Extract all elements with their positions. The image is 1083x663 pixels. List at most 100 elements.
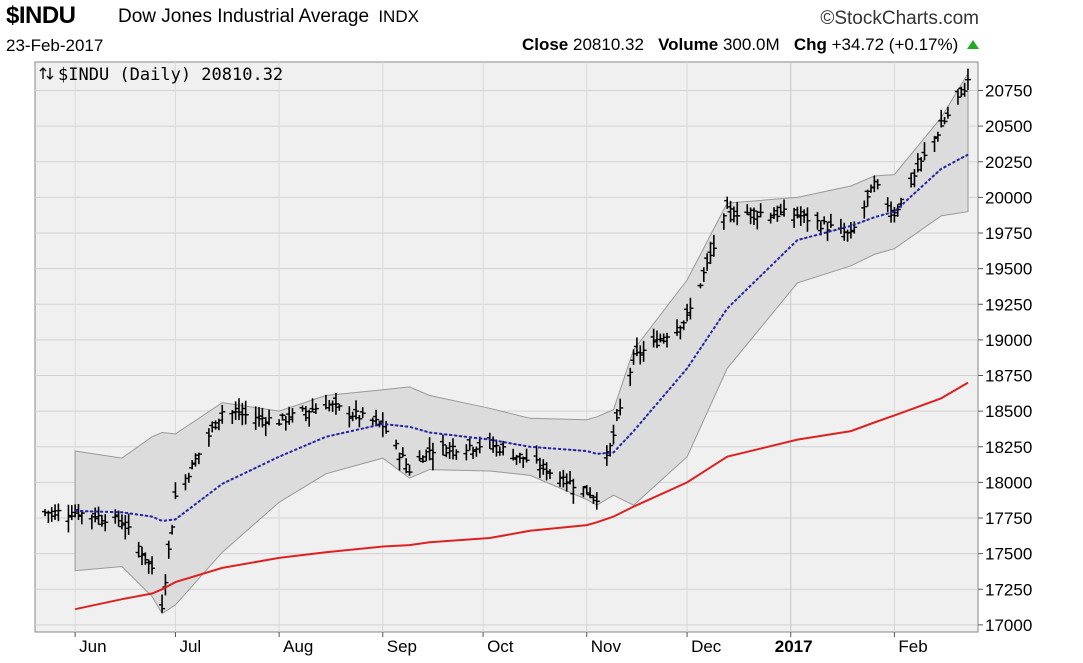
price-bar [189,460,196,470]
y-tick-label: 18750 [985,367,1032,386]
price-bar [774,205,781,222]
price-bar [419,455,426,463]
price-bar [543,462,550,481]
price-bar [490,436,497,453]
price-bar [687,297,694,320]
index-full-name: Dow Jones Industrial Average [118,6,370,27]
price-bar [680,320,687,331]
symbol: $INDU [6,2,76,29]
up-triangle-icon [967,40,979,49]
price-bar [911,168,918,188]
x-tick-label: Feb [898,637,927,656]
x-tick-label: Jun [79,637,106,656]
price-bar [135,541,142,558]
price-bar [449,438,456,460]
price-bar [169,524,176,535]
price-bar [590,494,597,504]
price-bar [92,507,99,523]
price-bar [520,456,527,468]
chg-label: Chg [793,35,827,54]
price-bar [259,407,266,428]
price-bar [289,408,296,423]
price-bar [493,439,500,457]
price-bar [139,546,146,566]
price-bar [610,424,617,445]
price-bar [429,442,436,471]
price-bar [580,486,587,498]
price-bar [209,421,216,433]
x-tick-label: Nov [591,637,622,656]
y-tick-label: 20250 [985,153,1032,172]
price-bar [229,409,236,425]
price-bar [851,221,858,234]
price-bar [98,514,105,527]
price-bar [767,212,774,224]
price-bar [938,109,945,128]
price-bar [262,417,269,437]
price-bar [396,452,403,471]
x-tick-label: Oct [487,637,514,656]
price-bar [697,283,704,289]
price-bar [145,559,152,574]
brand-watermark: ©StockCharts.com [820,8,979,29]
price-bar [754,210,761,230]
price-bar [650,328,657,348]
close-label: Close [521,35,569,54]
price-bar [914,153,921,173]
price-bar [356,414,363,428]
price-bar [630,349,637,365]
price-bar [276,419,283,426]
price-bar [660,333,667,344]
y-tick-label: 18500 [985,402,1032,421]
price-bar [373,409,380,427]
price-bar [771,207,778,219]
price-bar [149,556,156,575]
price-bar [921,141,928,161]
price-bar [306,409,313,427]
price-bar [664,332,671,348]
y-tick-label: 19250 [985,295,1032,314]
price-bar [821,216,828,225]
price-bar [219,404,226,424]
price-bar [195,452,202,465]
price-bar [115,510,122,527]
price-bar [55,503,62,522]
price-bar [724,196,731,209]
price-bar [627,367,634,387]
price-bar [125,513,132,535]
price-bar [426,437,433,461]
y-tick-label: 19500 [985,260,1032,279]
y-tick-label: 18000 [985,473,1032,492]
price-bar [48,507,55,522]
quote-stats: Close 20810.32 Volume 300.0M Chg +34.72 … [522,35,979,55]
price-bar [540,459,547,475]
price-bar [439,434,446,456]
price-bar [533,445,540,464]
price-bar [302,406,309,422]
price-bar [242,400,249,425]
x-tick-label: Aug [283,637,313,656]
price-bar [165,540,172,559]
price-bar [536,457,543,479]
price-bar [684,303,691,322]
price-bar [750,207,757,226]
price-bar [65,504,72,533]
price-bar [931,135,938,153]
price-bar [583,485,590,495]
price-bar [496,446,503,456]
price-bar [603,445,610,466]
price-bar [744,204,751,216]
price-bar [122,514,129,540]
price-bar [466,437,473,451]
y-tick-label: 17500 [985,545,1032,564]
price-bar [369,417,376,427]
price-bar [383,420,390,434]
y-tick-label: 17750 [985,509,1032,528]
price-bar [560,469,567,488]
y-axis: 17000 17250 17500 17750 18000 18250 18500 18750… [978,82,1032,635]
price-bar [192,453,199,467]
price-bar [964,68,971,90]
price-bar [794,206,801,219]
price-bar [68,505,75,521]
price-bar [640,340,647,362]
